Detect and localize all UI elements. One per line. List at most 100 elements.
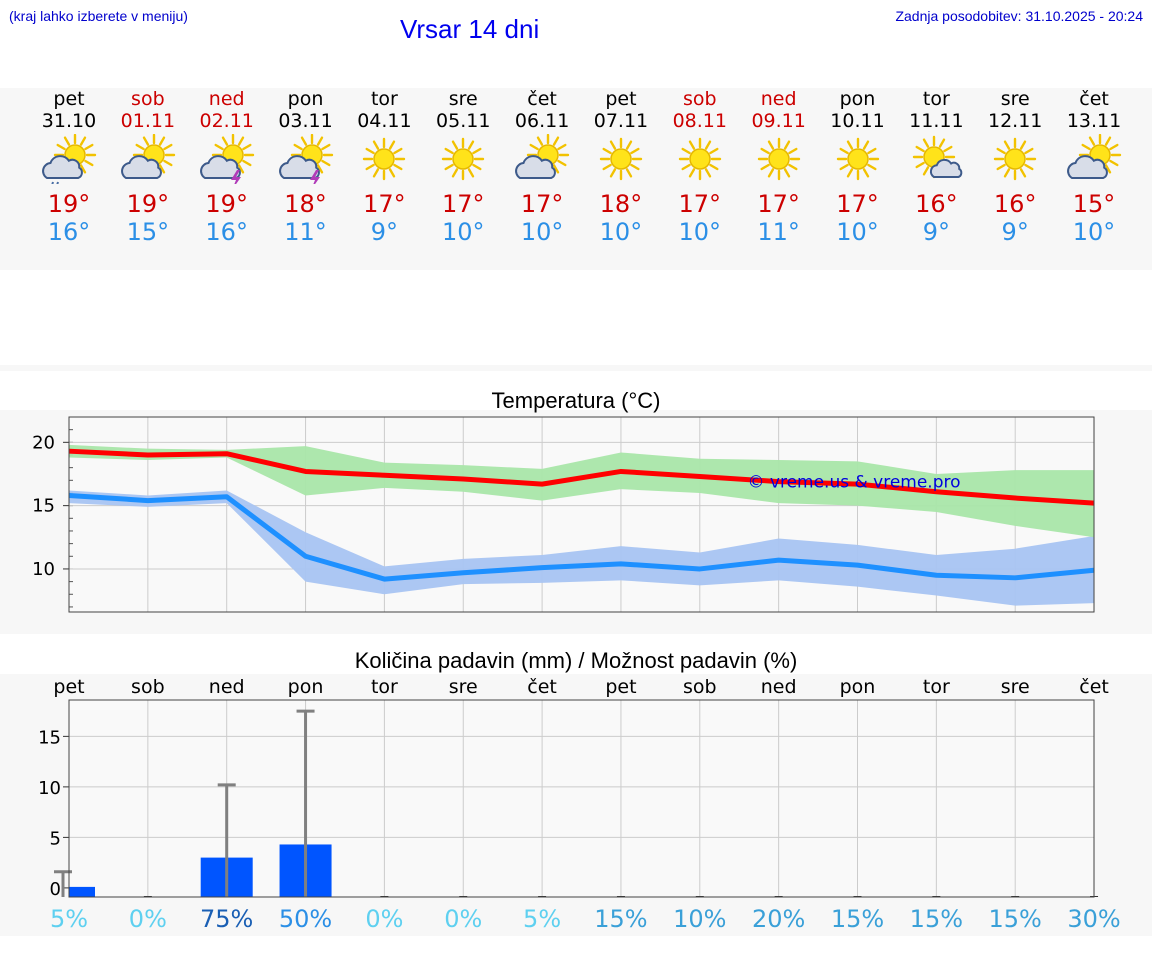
min-temp-point [147, 500, 149, 502]
day-date: 12.11 [987, 110, 1043, 132]
day-min-temp: 10° [836, 218, 879, 246]
day-date: 04.11 [357, 110, 412, 132]
day-max-temp: 19° [126, 190, 170, 218]
day-max-temp: 17° [520, 190, 564, 218]
day-column: sre 05.11 17° 10° [424, 88, 502, 246]
max-temp-point [541, 483, 543, 485]
x-category-label: sob [683, 676, 717, 698]
day-column: pon 10.11 17° 10° [819, 88, 897, 246]
y-tick-label: 10 [32, 559, 55, 580]
temperature-title: Temperatura (°C) [491, 388, 661, 413]
day-weekday: pet [605, 88, 637, 110]
day-column: tor 04.11 17° 9° [345, 88, 423, 246]
max-temp-point [778, 481, 780, 483]
day-min-temp: 11° [757, 218, 800, 246]
precipitation-chart: pet sob ned pon tor sre čet pet sob ned pon tor sre č… [38, 676, 1121, 933]
x-category-label: čet [527, 676, 557, 698]
x-category-label: sre [449, 676, 478, 698]
day-column: pon 03.11 18° 11° [267, 88, 345, 246]
page-title: Vrsar 14 dni [400, 14, 540, 44]
day-weekday: čet [1079, 88, 1109, 110]
last-update: Zadnja posodobitev: 31.10.2025 - 20:24 [895, 8, 1143, 24]
x-category-label: pet [605, 676, 636, 698]
sun-icon [678, 137, 721, 181]
day-column: pet 07.11 18° 10° [582, 88, 660, 246]
day-max-temp: 17° [836, 190, 879, 218]
day-max-temp: 17° [441, 190, 485, 218]
max-temp-point [462, 478, 464, 480]
min-temp-point [383, 578, 385, 580]
max-temp-point [226, 453, 228, 455]
min-temp-point [462, 572, 464, 574]
min-temp-line [68, 493, 1095, 582]
day-min-temp: 16° [47, 218, 91, 246]
min-temp-point [857, 564, 858, 566]
max-temp-point [620, 470, 622, 472]
y-tick-label: 15 [38, 727, 61, 748]
precip-bar [69, 886, 95, 897]
sun-icon [599, 137, 643, 181]
day-date: 09.11 [751, 110, 806, 132]
day-min-temp: 10° [520, 218, 564, 246]
temperature-chart: 10 15 20 © vreme.us & vreme.pro [32, 416, 1095, 613]
y-tick-label: 0 [50, 879, 61, 900]
day-weekday: ned [208, 88, 245, 110]
x-category-label: pon [840, 676, 876, 698]
precip-probability-label: 0% [444, 905, 482, 933]
precip-probability-label: 0% [365, 905, 403, 933]
forecast-band [0, 88, 1152, 270]
day-min-temp: 15° [126, 218, 170, 246]
min-temp-point [699, 568, 701, 570]
day-weekday: sre [1000, 88, 1030, 110]
max-temp-point [383, 474, 385, 476]
day-date: 08.11 [672, 110, 727, 132]
day-max-temp: 19° [47, 190, 91, 218]
watermark-text: © vreme.us & vreme.pro [747, 473, 960, 493]
plot-frame [68, 416, 1095, 613]
day-date: 06.11 [514, 110, 570, 132]
day-min-temp: 9° [1001, 218, 1029, 246]
max-temp-point [935, 491, 937, 493]
separator [0, 365, 1152, 371]
day-max-temp: 18° [599, 190, 643, 218]
day-column: sob 01.11 19° 15° [109, 88, 187, 246]
max-temp-point [147, 454, 149, 456]
day-weekday: sob [131, 88, 165, 110]
sun-cloud-icon [120, 134, 176, 179]
precip-probability-label: 15% [910, 905, 963, 933]
y-tick-label: 10 [38, 778, 61, 799]
day-column: ned 09.11 17° 11° [740, 88, 818, 246]
sun-icon [757, 137, 800, 181]
day-weekday: tor [922, 88, 950, 110]
day-weekday: pet [53, 88, 85, 110]
precip-probability-label: 20% [752, 905, 805, 933]
day-max-temp: 17° [363, 190, 406, 218]
day-date: 03.11 [278, 110, 333, 132]
day-min-temp: 9° [922, 218, 950, 246]
day-min-temp: 10° [441, 218, 485, 246]
day-max-temp: 18° [284, 190, 327, 218]
precip-probability-label: 15% [989, 905, 1042, 933]
x-category-label: ned [209, 676, 245, 698]
day-weekday: ned [760, 88, 797, 110]
sun-cloud-icon [1067, 134, 1122, 179]
max-temp-point [699, 476, 701, 478]
precip-probability-label: 15% [594, 905, 647, 933]
day-column: čet 13.11 15° 10° [1055, 88, 1133, 246]
day-max-temp: 17° [757, 190, 800, 218]
day-max-temp: 15° [1072, 190, 1116, 218]
min-temp-point [305, 555, 307, 557]
sun-icon [363, 137, 406, 181]
sun-icon [836, 137, 879, 181]
x-category-label: tor [923, 676, 950, 698]
day-min-temp: 11° [284, 218, 327, 246]
y-tick-label: 15 [32, 496, 55, 517]
day-column: sre 12.11 16° 9° [976, 88, 1054, 246]
day-column: sob 08.11 17° 10° [661, 88, 739, 246]
sun-cloud-icon [515, 134, 570, 179]
day-column: čet 06.11 17° 10° [503, 88, 581, 246]
min-temp-point [541, 567, 543, 569]
daily-forecast: pet 31.10 19° 16° sob 01.11 19° 15° ned 02.11 19° 1… [0, 88, 1152, 270]
day-max-temp: 16° [993, 190, 1037, 218]
day-date: 07.11 [593, 110, 649, 132]
